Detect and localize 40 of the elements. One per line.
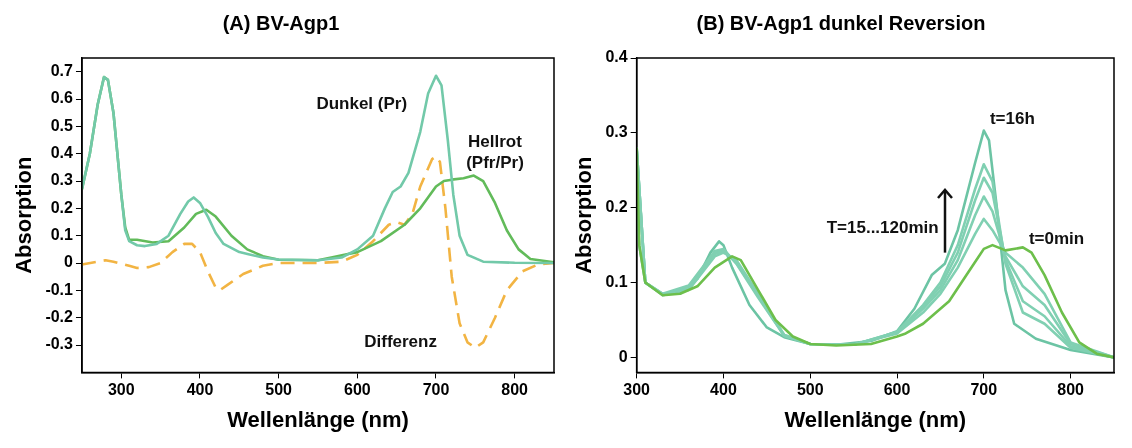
y-tick-label: 0.4 bbox=[605, 48, 628, 66]
chart-title: (B) BV-Agp1 dunkel Reversion bbox=[696, 11, 986, 34]
x-tick-label: 400 bbox=[710, 381, 737, 399]
x-tick-label: 700 bbox=[422, 381, 450, 399]
x-axis-title: Wellenlänge (nm) bbox=[227, 406, 409, 432]
series-label: Dunkel (Pr) bbox=[316, 94, 408, 114]
x-axis-title: Wellenlänge (nm) bbox=[784, 406, 967, 432]
y-tick-label: 0 bbox=[64, 253, 74, 271]
y-tick-label: 0.6 bbox=[50, 89, 74, 107]
annotation: T=15...120min bbox=[826, 218, 939, 238]
y-tick-label: 0.5 bbox=[50, 116, 74, 134]
x-tick-label: 300 bbox=[107, 381, 135, 399]
y-tick-label: 0.7 bbox=[50, 62, 74, 80]
y-tick-label: 0.1 bbox=[50, 226, 74, 244]
y-tick-label: 0 bbox=[618, 347, 628, 365]
series-label: t=0min bbox=[1028, 228, 1085, 248]
y-tick-label: 0.3 bbox=[50, 171, 74, 189]
y-axis-title: Absorption bbox=[11, 156, 37, 274]
x-tick-label: 800 bbox=[501, 381, 529, 399]
x-tick-label: 600 bbox=[343, 381, 371, 399]
x-tick-label: 800 bbox=[1057, 381, 1085, 399]
series-label: t=16h bbox=[989, 109, 1035, 129]
series-label: Differenz bbox=[364, 332, 437, 352]
y-axis-title: Absorption bbox=[571, 156, 597, 274]
y-tick-label: 0.3 bbox=[605, 123, 628, 141]
y-tick-label: -0.1 bbox=[45, 280, 74, 298]
y-tick-label: 0.4 bbox=[50, 144, 74, 162]
x-tick-label: 500 bbox=[265, 381, 293, 399]
chart-title: (A) BV-Agp1 bbox=[222, 11, 340, 34]
y-tick-label: -0.3 bbox=[45, 335, 74, 353]
x-tick-label: 400 bbox=[186, 381, 214, 399]
series-label: Hellrot (Pfr/Pr) bbox=[466, 132, 524, 173]
x-tick-label: 300 bbox=[623, 381, 651, 399]
x-tick-label: 600 bbox=[883, 381, 911, 399]
y-tick-label: 0.2 bbox=[605, 198, 628, 216]
x-tick-label: 500 bbox=[796, 381, 824, 399]
y-tick-label: 0.1 bbox=[605, 272, 628, 290]
y-tick-label: 0.2 bbox=[50, 198, 74, 216]
y-tick-label: -0.2 bbox=[45, 308, 74, 326]
x-tick-label: 700 bbox=[970, 381, 998, 399]
